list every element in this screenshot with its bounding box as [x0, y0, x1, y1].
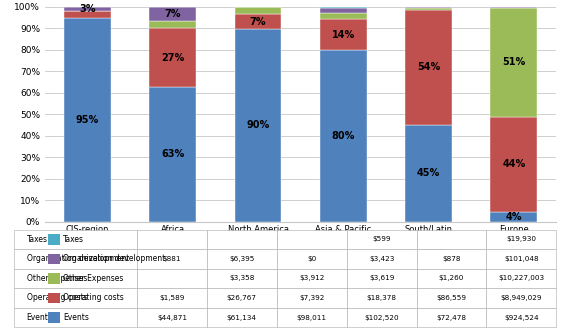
Bar: [320, 50, 367, 222]
Text: Events: Events: [63, 313, 89, 322]
Bar: [149, 87, 196, 222]
FancyBboxPatch shape: [48, 234, 60, 245]
Text: 4%: 4%: [505, 212, 522, 222]
Text: 90%: 90%: [246, 120, 270, 130]
Text: 14%: 14%: [332, 30, 355, 40]
Bar: [405, 8, 452, 10]
Bar: [490, 8, 537, 117]
Bar: [320, 7, 367, 8]
Text: 95%: 95%: [76, 115, 99, 125]
Text: Other Expenses: Other Expenses: [63, 274, 123, 283]
Text: 51%: 51%: [502, 57, 525, 67]
Text: 80%: 80%: [332, 131, 355, 141]
Bar: [405, 125, 452, 222]
Bar: [149, 28, 196, 87]
Bar: [64, 7, 111, 11]
Bar: [405, 7, 452, 8]
Bar: [490, 7, 537, 8]
Bar: [405, 10, 452, 125]
Text: 63%: 63%: [161, 149, 184, 159]
Text: 27%: 27%: [161, 53, 184, 63]
FancyBboxPatch shape: [48, 293, 60, 304]
Text: 44%: 44%: [502, 159, 525, 169]
FancyBboxPatch shape: [48, 254, 60, 265]
Bar: [149, 7, 196, 21]
Text: 7%: 7%: [250, 17, 266, 27]
Text: Operating costs: Operating costs: [63, 294, 124, 303]
Text: 54%: 54%: [417, 62, 440, 72]
Bar: [64, 18, 111, 222]
Bar: [64, 11, 111, 18]
Bar: [234, 7, 282, 14]
Bar: [490, 212, 537, 222]
Bar: [320, 8, 367, 13]
Text: 3%: 3%: [79, 4, 96, 14]
Text: Organization development: Organization development: [63, 255, 165, 264]
Text: 45%: 45%: [417, 168, 440, 178]
Bar: [320, 13, 367, 19]
FancyBboxPatch shape: [48, 273, 60, 284]
Text: Taxes: Taxes: [63, 235, 84, 244]
Bar: [149, 21, 196, 28]
Bar: [490, 117, 537, 212]
Bar: [320, 19, 367, 50]
Bar: [234, 14, 282, 29]
Text: 7%: 7%: [165, 9, 181, 19]
FancyBboxPatch shape: [48, 312, 60, 323]
Bar: [234, 29, 282, 222]
